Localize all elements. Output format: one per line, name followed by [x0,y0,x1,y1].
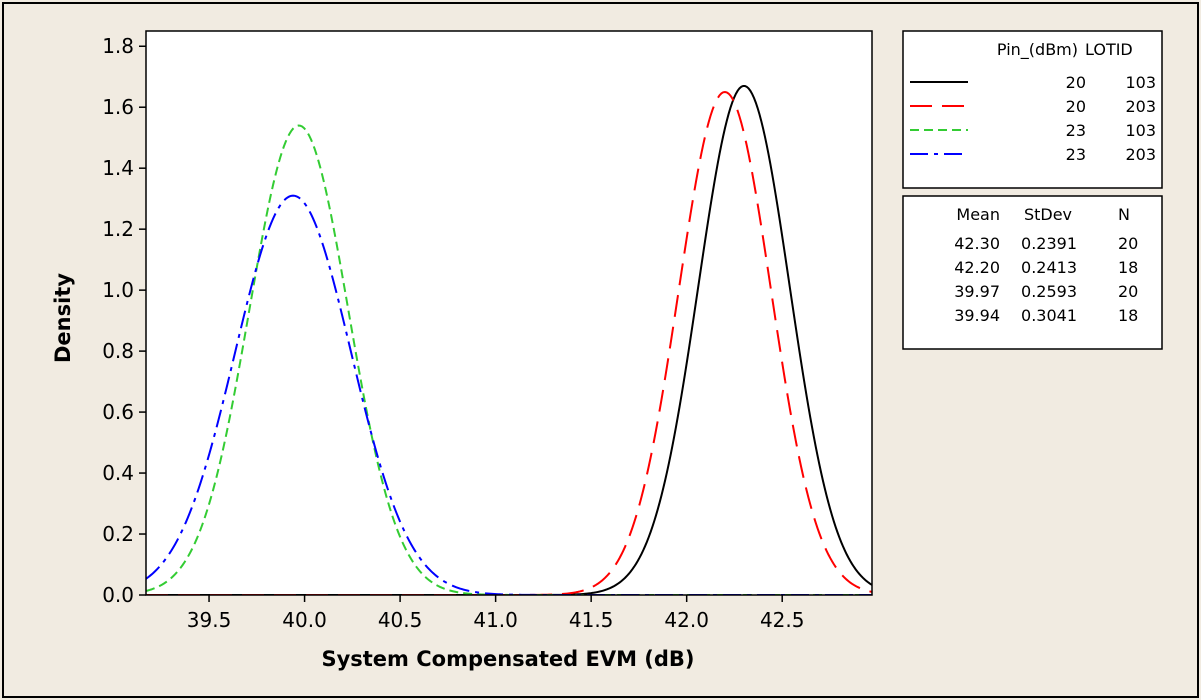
stats-header: N [1118,205,1130,224]
stats-value: 39.97 [954,282,1000,301]
y-tick-label: 1.8 [102,34,134,58]
x-tick-label: 42.5 [760,608,805,632]
stats-header: StDev [1024,205,1072,224]
stats-value: 18 [1118,306,1138,325]
legend-pin-value: 20 [1066,73,1086,92]
y-tick-label: 1.0 [102,278,134,302]
x-tick-label: 39.5 [187,608,232,632]
stats-value: 0.2391 [1021,234,1077,253]
stats-value: 0.3041 [1021,306,1077,325]
stats-header: Mean [956,205,1000,224]
x-tick-label: 42.0 [664,608,709,632]
y-tick-label: 1.2 [102,217,134,241]
stats-value: 20 [1118,282,1138,301]
axes: 39.5 40.0 40.5 41.0 41.5 42.0 42.5 0.0 0.2 0.4 0.6… [102,30,873,632]
y-tick-label: 1.6 [102,95,134,119]
x-tick-label: 41.5 [569,608,614,632]
y-tick-label: 0.4 [102,461,134,485]
stats-value: 0.2413 [1021,258,1077,277]
x-tick-label: 40.5 [378,608,423,632]
y-tick-label: 0.6 [102,400,134,424]
y-tick-label: 0.8 [102,339,134,363]
legend-pin-value: 20 [1066,97,1086,116]
stats-value: 18 [1118,258,1138,277]
y-tick-label: 0.0 [102,583,134,607]
density-curve-20-103 [146,84,872,595]
legend-header-lotid: LOTID [1085,40,1133,59]
legend-box-stats [902,195,1163,350]
legend-pin-value: 23 [1066,145,1086,164]
stats-value: 20 [1118,234,1138,253]
stats-value: 42.20 [954,258,1000,277]
x-axis-title: System Compensated EVM (dB) [321,647,694,671]
stats-value: 39.94 [954,306,1000,325]
legend-pin-value: 23 [1066,121,1086,140]
legend-lotid-value: 103 [1125,121,1156,140]
x-tick-label: 41.0 [473,608,518,632]
legend-header-pin: Pin_(dBm) [997,40,1078,60]
legend-lotid-value: 103 [1125,73,1156,92]
y-axis-title: Density [51,273,75,363]
plot-border [145,30,873,596]
legend-lotid-value: 203 [1125,97,1156,116]
legend-box-groups [902,30,1163,189]
plot-area [146,31,872,595]
y-tick-label: 1.4 [102,156,134,180]
x-tick-label: 40.0 [282,608,327,632]
legend-lotid-value: 203 [1125,145,1156,164]
legend: Pin_(dBm) LOTID 20 103 20 203 23 103 23 203 Mean St… [902,30,1163,350]
y-tick-label: 0.2 [102,522,134,546]
stats-value: 42.30 [954,234,1000,253]
plot-background [146,31,872,595]
stats-value: 0.2593 [1021,282,1077,301]
